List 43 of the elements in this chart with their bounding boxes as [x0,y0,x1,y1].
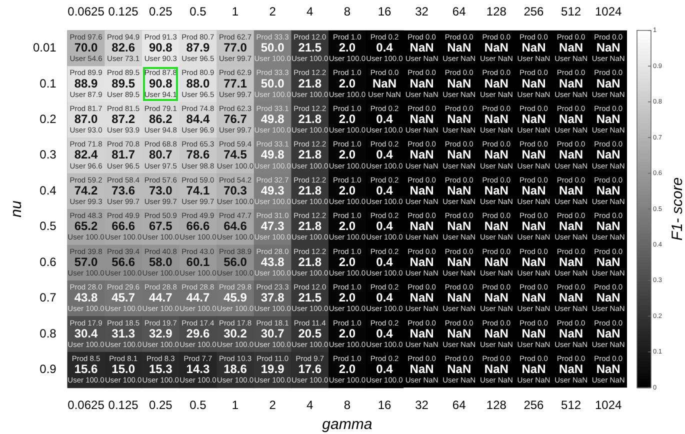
x-axis-title: gamma [322,416,372,434]
y-tick-label: 0.3 [40,148,57,162]
category-label: 1024 [594,398,622,412]
y-tick-label: 0.7 [40,290,57,305]
x-tick-label: 4 [306,4,314,19]
category-label: 8 [344,398,351,412]
category-label: 64 [452,398,466,412]
x-tick-label: 2 [269,4,276,19]
x-tick-label: 256 [524,4,544,19]
category-label: 0.125 [108,398,138,412]
y-tick-label: 0.4 [40,183,57,198]
x-tick-label: 1024 [594,4,622,19]
category-label: 256 [524,398,544,412]
x-tick-label: 0.0625 [68,4,105,19]
x-tick-label: 512 [561,4,582,19]
category-label: 0.5 [190,398,206,412]
category-label: 0.25 [148,398,172,412]
category-label: 2 [269,398,276,412]
x-tick-label: 0.125 [108,4,139,19]
category-label: 128 [486,398,506,412]
x-tick-label: 128 [486,4,507,19]
y-tick-label: 0.6 [40,254,57,269]
category-label: 1 [232,398,239,412]
y-tick-label: 0.01 [32,40,57,55]
y-tick-label: 0.8 [40,326,57,340]
x-tick-label: 1 [232,4,239,19]
x-tick-label: 32 [415,4,429,19]
y-tick-label: 0.2 [40,112,57,126]
y-tick-label: 0.5 [40,219,57,234]
color-bar-title: F1- score [669,177,685,241]
y-axis-title: nu [8,200,26,218]
category-label: 512 [561,398,582,412]
x-tick-label: 0.25 [148,4,173,19]
x-tick-label: 64 [452,4,466,19]
category-label: 16 [378,398,392,412]
category-label: 4 [306,398,314,412]
category-label: 32 [415,398,428,412]
category-label: 0.0625 [68,398,104,412]
y-tick-label: 0.1 [40,76,57,90]
x-tick-label: 8 [344,4,351,19]
x-tick-label: 16 [378,4,392,19]
y-tick-label: 0.9 [40,362,57,376]
x-tick-label: 0.5 [190,4,207,19]
